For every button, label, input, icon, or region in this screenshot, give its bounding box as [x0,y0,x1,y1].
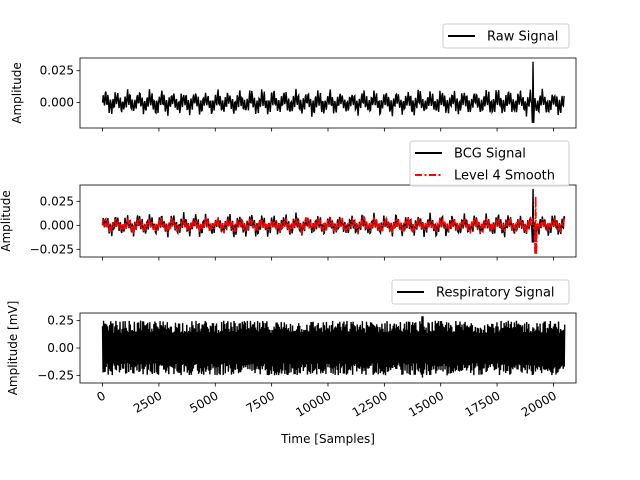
y-axis-label: Amplitude [10,62,24,124]
legend-box [409,140,570,187]
x-tick-label: 5000 [187,388,220,415]
x-tick-label: 12500 [350,388,390,419]
y-tick-label: −0.025 [30,242,74,256]
y-tick-label: −0.25 [37,368,74,382]
series-line-level-4-smooth [101,196,566,255]
series-line-raw-signal [101,61,565,123]
raw-signal-panel: 0.025 0.000 Amplitude Raw Signal [10,23,577,132]
legend-label: Raw Signal [487,30,558,45]
x-tick-label: 0 [94,388,108,404]
series-line-respiratory-signal [101,316,566,378]
x-tick-label: 2500 [131,388,164,415]
y-tick-label: 0.000 [40,218,74,232]
legend-box [391,279,570,305]
y-tick-label: 0.25 [47,314,74,328]
x-tick-label: 15000 [406,388,446,419]
y-tick-label: 0.025 [40,64,74,78]
series-line-bcg-signal [101,188,566,243]
y-axis-label: Amplitude [mV] [6,301,20,396]
legend-label: Level 4 Smooth [454,169,555,184]
x-tick-label: 7500 [244,388,277,415]
y-tick-label: 0.025 [40,194,74,208]
plot-frame [79,57,577,129]
y-tick-label: 0.00 [47,341,74,355]
x-tick-label: 20000 [519,388,559,419]
legend-box [442,23,570,49]
x-tick-label: 10000 [293,388,333,419]
y-axis-label: Amplitude [0,190,13,252]
legend-label: BCG Signal [454,147,526,162]
x-axis-label: Time [Samples] [280,432,375,446]
x-tick-label: 17500 [463,388,503,419]
legend-label: Respiratory Signal [436,286,555,301]
respiratory-signal-panel: 0.25 0.00 −0.25 0 2500 5000 7500 10000 12500 150… [6,279,577,446]
y-tick-label: 0.000 [40,96,74,110]
bcg-signal-panel: 0.025 0.000 −0.025 Amplitude BCG Signal Lev… [0,140,577,261]
